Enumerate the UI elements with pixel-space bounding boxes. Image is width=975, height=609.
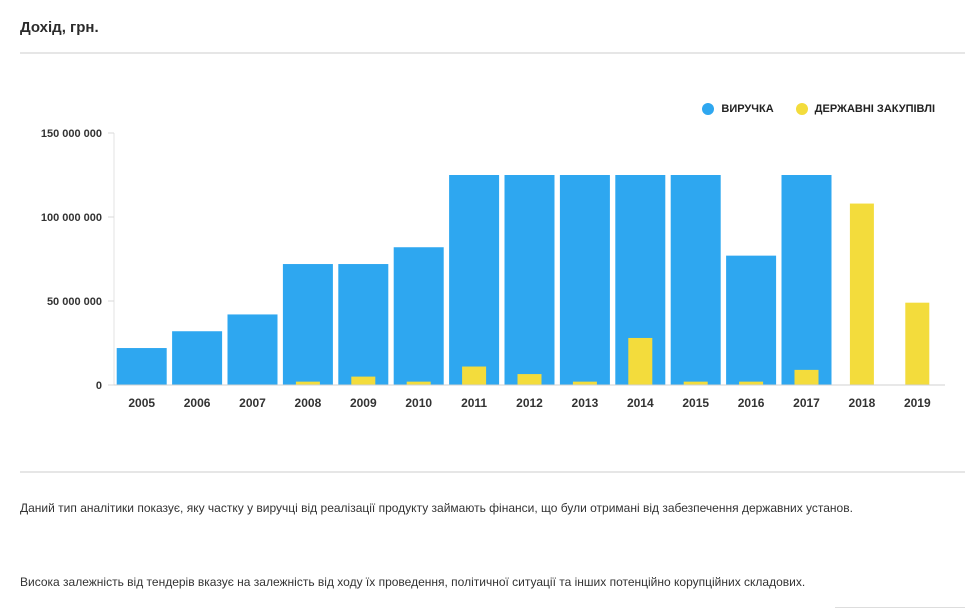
bar-procurement-2019 [905,302,930,385]
revenue-bar-chart: 0 50 000 000 100 000 000 150 000 000 2005 200… [41,128,945,410]
bar-procurement-2014 [628,337,653,385]
y-tick-label: 100 000 000 [41,212,102,224]
bar-procurement-2008 [295,381,320,385]
bar-procurement-2013 [572,381,597,385]
x-tick-label: 2016 [738,396,765,410]
legend-label-revenue: ВИРУЧКА [721,103,774,115]
description-paragraph-1: Даний тип аналітики показує, яку частку … [20,501,853,515]
bar-revenue-2007 [227,314,278,385]
x-tick-label: 2008 [295,396,322,410]
chart-divider [20,471,965,473]
x-tick-label: 2017 [793,396,820,410]
page-title: Дохід, грн. [20,19,99,36]
x-tick-label: 2009 [350,396,377,410]
bar-procurement-2011 [462,366,487,385]
x-tick-label: 2019 [904,396,931,410]
y-tick-label: 0 [96,380,102,392]
bar-revenue-2015 [670,175,721,385]
bar-revenue-2012 [504,175,555,385]
bar-revenue-2008 [282,264,333,385]
x-tick-label: 2006 [184,396,211,410]
footer-divider [835,607,965,608]
x-tick-label: 2015 [682,396,709,410]
legend-item-revenue[interactable]: ВИРУЧКА [702,103,774,115]
bar-revenue-2005 [116,348,167,385]
x-tick-label: 2011 [461,396,487,410]
bar-revenue-2006 [172,331,223,385]
bar-procurement-2015 [683,381,708,385]
bar-revenue-2011 [449,175,500,385]
y-tick-label: 50 000 000 [47,296,102,308]
bar-procurement-2010 [406,381,431,385]
bar-revenue-2013 [559,175,610,385]
header-divider [20,52,965,54]
legend-item-procurement[interactable]: ДЕРЖАВНІ ЗАКУПІВЛІ [795,103,935,115]
x-tick-label: 2007 [239,396,266,410]
bar-revenue-2009 [338,264,389,385]
y-tick-label: 150 000 000 [41,128,102,140]
bar-procurement-2012 [517,374,542,385]
x-tick-label: 2012 [516,396,543,410]
bar-procurement-2016 [739,381,764,385]
x-tick-label: 2018 [849,396,876,410]
bar-revenue-2016 [726,255,777,385]
x-tick-label: 2014 [627,396,654,410]
bar-revenue-2010 [393,247,444,385]
legend-dot-revenue [702,103,715,115]
bar-procurement-2018 [849,203,874,385]
legend-dot-procurement [795,103,808,115]
legend-label-procurement: ДЕРЖАВНІ ЗАКУПІВЛІ [814,103,935,115]
bar-procurement-2009 [351,376,376,385]
bar-procurement-2017 [794,369,819,385]
x-tick-label: 2005 [128,396,155,410]
description-paragraph-2: Висока залежність від тендерів вказує на… [20,575,806,589]
bar-revenue-2017 [781,175,832,385]
x-tick-label: 2010 [405,396,432,410]
chart-legend: ВИРУЧКА ДЕРЖАВНІ ЗАКУПІВЛІ [680,103,935,115]
x-tick-label: 2013 [572,396,599,410]
